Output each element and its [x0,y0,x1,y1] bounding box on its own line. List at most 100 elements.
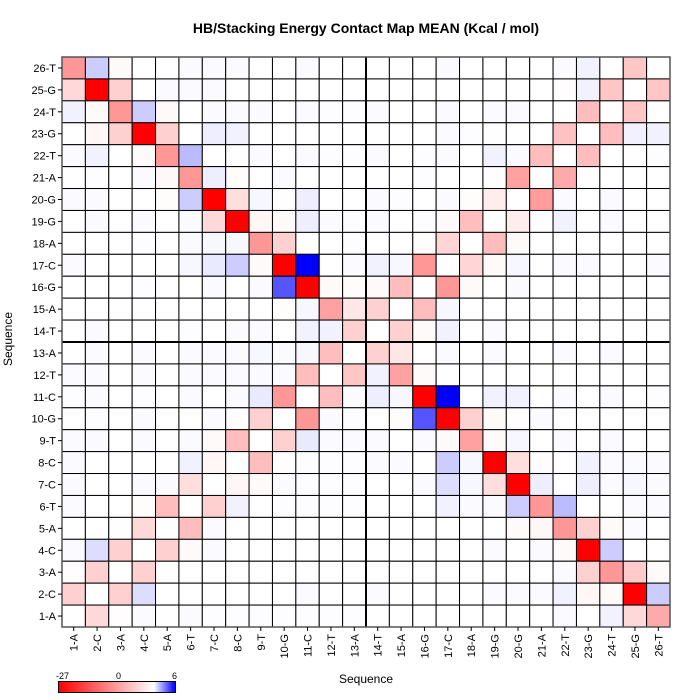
heatmap-cell [108,407,133,431]
heatmap-cell [575,144,601,168]
heatmap-cell [271,451,297,475]
heatmap-cell [646,473,671,496]
heatmap-cell [575,604,601,628]
heatmap-cell [435,319,461,343]
heatmap-cell [622,385,648,409]
heatmap-cell [248,122,273,146]
heatmap-cell [505,341,531,365]
heatmap-cell [622,56,648,80]
heatmap-cell [84,538,110,562]
heatmap-cell [155,385,180,409]
heatmap-cell [622,297,648,321]
heatmap-cell [412,604,437,628]
heatmap-cell [482,166,507,190]
heatmap-cell [505,231,531,255]
heatmap-cell [178,144,203,168]
heatmap-cell [178,100,203,124]
heatmap-cell [646,188,671,211]
heatmap-cell [575,385,601,409]
heatmap-cell [342,100,367,124]
heatmap-cell [412,385,437,409]
heatmap-cell [108,560,133,584]
heatmap-cell [108,494,133,518]
heatmap-cell [529,494,554,518]
heatmap-cell [622,253,648,277]
heatmap-cell [646,407,671,431]
x-tick-label: 20-G [513,634,525,658]
heatmap-cell [459,560,484,584]
heatmap-cell [318,56,344,80]
heatmap-cell [318,560,344,584]
heatmap-cell [482,363,507,387]
heatmap-cell [61,582,86,606]
heatmap-cell [505,122,531,146]
heatmap-cell [388,516,414,540]
heatmap-cell [131,363,157,387]
heatmap-cell [318,319,344,343]
heatmap-cell [505,604,531,628]
heatmap-cell [646,78,671,102]
heatmap-cell [295,516,320,540]
heatmap-cell [365,341,390,365]
heatmap-cell [529,100,554,124]
heatmap-cell [61,319,86,343]
heatmap-cell [482,188,507,211]
heatmap-cell [271,56,297,80]
heatmap-cell [178,297,203,321]
x-tick-label: 13-A [349,633,361,657]
heatmap-cell [599,231,624,255]
heatmap-cell [248,188,273,211]
heatmap-cell [178,560,203,584]
heatmap-cell [599,407,624,431]
heatmap-cell [646,538,671,562]
heatmap-cell [365,100,390,124]
heatmap-cell [178,604,203,628]
heatmap-cell [575,341,601,365]
heatmap-cell [201,188,227,211]
heatmap-cell [178,363,203,387]
heatmap-cell [178,209,203,233]
heatmap-cell [599,319,624,343]
heatmap-cell [622,582,648,606]
heatmap-cell [622,231,648,255]
heatmap-cell [435,122,461,146]
heatmap-cell [178,122,203,146]
heatmap-cell [552,122,577,146]
heatmap-cell [459,494,484,518]
heatmap-cell [248,363,273,387]
heatmap-cell [295,144,320,168]
x-tick-label: 24-T [607,634,619,657]
x-tick-label: 15-A [396,633,408,657]
heatmap-cell [61,429,86,453]
heatmap-cell [505,516,531,540]
x-axis-label: Sequence [338,672,394,686]
heatmap-cell [131,516,157,540]
heatmap-cell [131,78,157,102]
x-tick-label: 2-C [92,634,104,652]
heatmap-cell [61,231,86,255]
heatmap-cell [505,473,531,496]
heatmap-cell [271,494,297,518]
heatmap-cell [622,560,648,584]
x-tick-label: 8-C [232,634,244,652]
heatmap-cell [61,78,86,102]
heatmap-cell [482,560,507,584]
heatmap-cell [84,582,110,606]
colorbar-max-label: 6 [172,671,178,681]
heatmap-cell [365,429,390,453]
heatmap-cell [529,144,554,168]
heatmap-cell [365,275,390,299]
heatmap-cell [295,253,320,277]
heatmap-cell [388,275,414,299]
plot-frame [61,56,671,628]
heatmap-cell [435,100,461,124]
heatmap-cell [201,78,227,102]
x-tick-label: 16-G [419,634,431,658]
heatmap-cell [201,253,227,277]
heatmap-cell [552,407,577,431]
heatmap-cell [435,341,461,365]
heatmap-cell [295,56,320,80]
heatmap-cell [61,451,86,475]
heatmap-cell [575,582,601,606]
heatmap-cell [482,122,507,146]
